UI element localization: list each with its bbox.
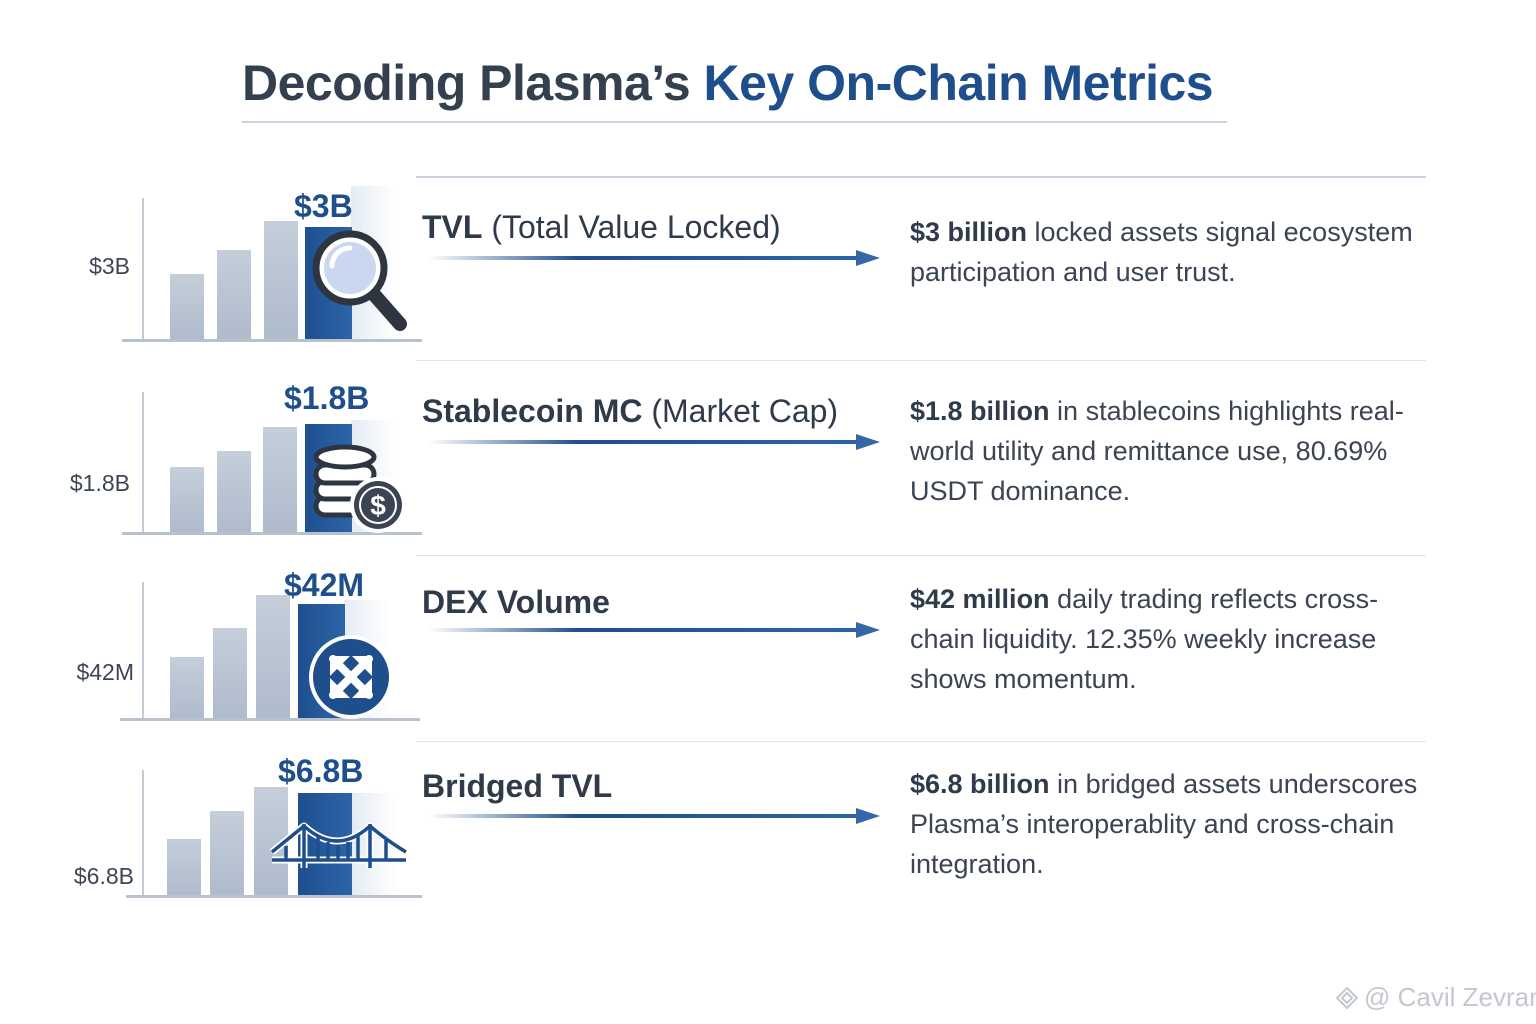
desc-text: locked assets signal ecosystem participa… [910,217,1413,287]
bar [170,274,204,341]
bar [263,427,297,534]
bar [264,221,298,341]
metric-name: TVL (Total Value Locked) [422,209,781,246]
arrow-connector [428,434,880,450]
metric-name-sub: (Total Value Locked) [482,209,781,245]
title-part1: Decoding Plasma’s [242,55,704,111]
page-title: Decoding Plasma’s Key On-Chain Metrics [242,52,1227,114]
desc-highlight: $1.8 billion [910,396,1050,426]
desc-highlight: $6.8 billion [910,769,1050,799]
x-axis [122,339,422,342]
magnifier-icon [312,230,407,331]
svg-text:$: $ [370,490,386,521]
y-axis [142,392,144,534]
bar [213,628,247,720]
bar [210,811,244,897]
bar [217,250,251,341]
diamond-logo-icon [1336,987,1358,1009]
x-axis [120,718,420,721]
metric-description: $6.8 billion in bridged assets underscor… [910,764,1430,884]
desc-text: daily trading reflects cross-chain liqui… [910,584,1379,694]
arrow-connector [428,808,880,824]
desc-highlight: $3 billion [910,217,1028,247]
arrow-connector [428,250,880,266]
row-divider [416,741,1426,742]
y-axis [142,198,144,341]
metric-name-bold: DEX Volume [422,584,610,620]
value-label: $1.8B [284,380,370,416]
axis-label: $3B [89,253,130,279]
value-label: $3B [294,188,353,224]
bar [170,657,204,720]
x-axis [126,895,422,898]
desc-highlight: $42 million [910,584,1050,614]
metric-description: $1.8 billion in stablecoins highlights r… [910,391,1430,511]
row-divider [416,555,1426,556]
metric-name-bold: Stablecoin MC [422,393,643,429]
metric-name: Bridged TVL [422,768,612,805]
title-part2: Key On-Chain Metrics [703,55,1214,111]
x-axis [122,532,422,535]
metric-name-bold: Bridged TVL [422,768,613,804]
y-axis [142,582,144,720]
metric-name: DEX Volume [422,584,610,621]
value-label: $6.8B [278,753,364,789]
desc-text: in stablecoins highlights real-world uti… [910,396,1404,506]
metric-description: $42 million daily trading reflects cross… [910,579,1430,699]
axis-label: $1.8B [69,470,130,496]
metric-name-sub: (Market Cap) [642,393,839,429]
desc-text: in bridged assets underscores Plasma’s i… [910,769,1418,879]
metric-name-bold: TVL [422,209,483,245]
watermark: @ Cavil Zevran [1336,982,1536,1013]
value-label: $42M [284,567,365,603]
bridge-icon [269,822,408,868]
arrow-connector [428,622,880,638]
bar [167,839,201,897]
title-underline [242,121,1227,123]
bar [217,451,251,534]
swap-arrows-icon [309,635,393,719]
row-divider [416,360,1426,361]
watermark-text: @ Cavil Zevran [1364,982,1536,1012]
axis-label: $42M [76,659,134,685]
bar [170,467,204,534]
axis-label: $6.8B [73,863,134,889]
y-axis [142,770,144,897]
metric-description: $3 billion locked assets signal ecosyste… [910,212,1430,292]
coins-dollar-icon: $ [313,444,406,533]
bar [256,595,290,720]
metric-name: Stablecoin MC (Market Cap) [422,393,838,430]
section-top-divider [416,176,1426,178]
